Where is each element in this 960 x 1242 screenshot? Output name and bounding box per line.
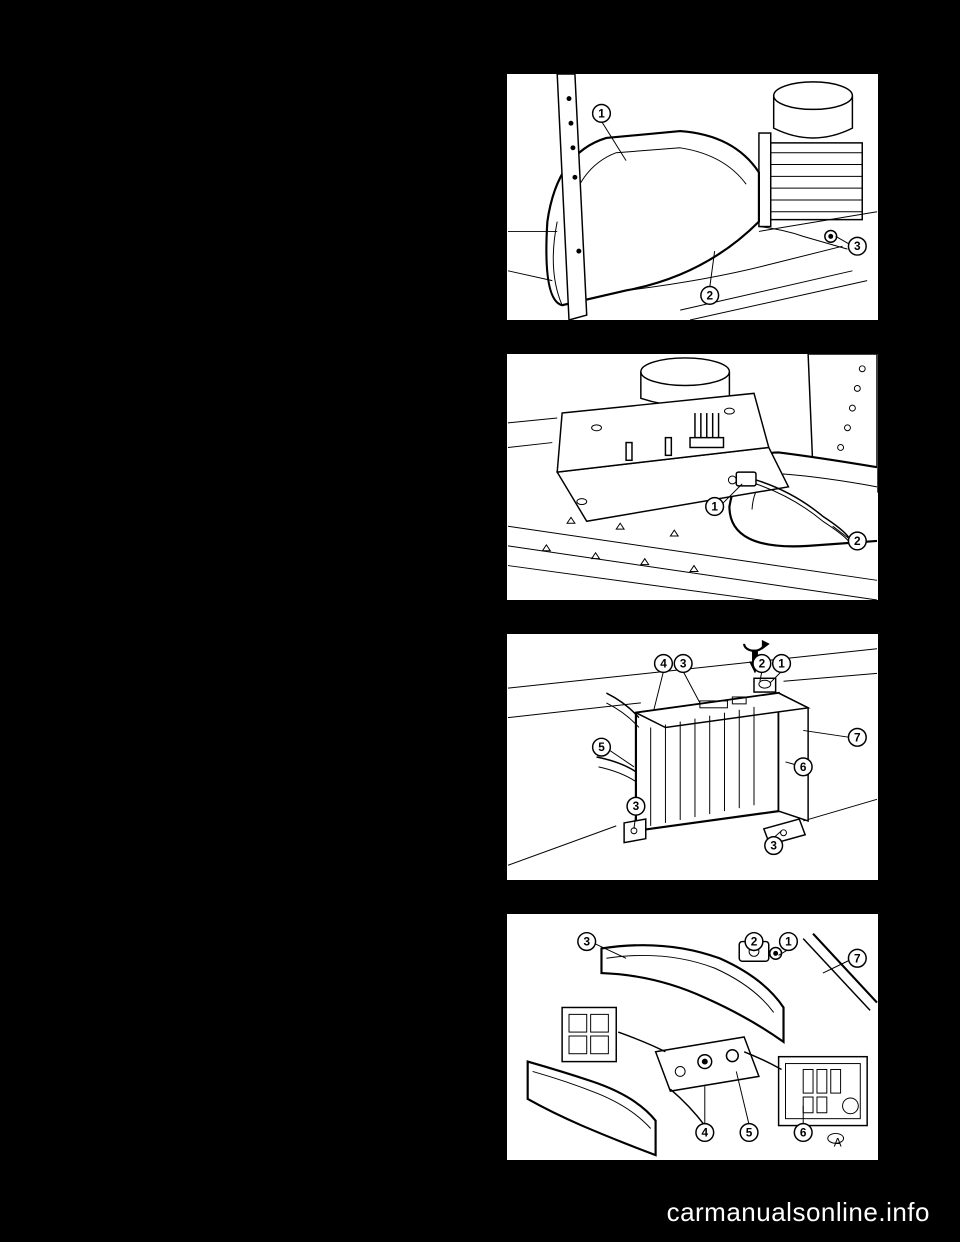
- svg-text:7: 7: [854, 730, 861, 744]
- callout-6: 6: [794, 1124, 812, 1142]
- svg-text:2: 2: [854, 534, 861, 548]
- callout-1: 1: [780, 933, 798, 951]
- callout-7: 7: [848, 728, 866, 746]
- svg-text:1: 1: [778, 657, 785, 671]
- svg-text:3: 3: [680, 657, 687, 671]
- svg-text:3: 3: [583, 935, 590, 949]
- svg-text:3: 3: [633, 799, 640, 813]
- callout-3: 3: [578, 933, 596, 951]
- callout-3: 3: [848, 237, 866, 255]
- callout-1: 1: [593, 105, 611, 123]
- callout-6: 6: [794, 758, 812, 776]
- callout-5: 5: [593, 738, 611, 756]
- svg-text:7: 7: [854, 951, 861, 965]
- svg-text:3: 3: [770, 839, 777, 853]
- svg-text:1: 1: [711, 500, 718, 514]
- watermark-text: carmanualsonline.info: [667, 1197, 930, 1228]
- callout-2: 2: [848, 532, 866, 550]
- svg-text:2: 2: [759, 657, 766, 671]
- figure-1-duct-area: 1 2 3: [505, 72, 880, 322]
- callout-1: 1: [773, 655, 791, 673]
- figure-3-module-box: 1 2 3 3 3 4 5 6 7: [505, 632, 880, 882]
- callout-3c: 3: [765, 837, 783, 855]
- svg-text:3: 3: [854, 239, 861, 253]
- callout-2: 2: [745, 933, 763, 951]
- svg-text:5: 5: [598, 740, 605, 754]
- callout-3b: 3: [627, 797, 645, 815]
- callout-4: 4: [655, 655, 673, 673]
- svg-text:5: 5: [746, 1125, 753, 1139]
- callout-4: 4: [696, 1124, 714, 1142]
- manual-page: 1 2 3: [0, 0, 960, 1242]
- callout-7: 7: [848, 949, 866, 967]
- svg-text:1: 1: [598, 106, 605, 120]
- callout-2: 2: [753, 655, 771, 673]
- svg-text:2: 2: [751, 935, 758, 949]
- svg-text:4: 4: [660, 657, 667, 671]
- svg-text:6: 6: [800, 760, 807, 774]
- figure-4-fuse-relay-area: A 1 2 3 4 5 6 7: [505, 912, 880, 1162]
- callout-3a: 3: [674, 655, 692, 673]
- figures-column: 1 2 3: [505, 72, 880, 1162]
- callout-1: 1: [706, 498, 724, 516]
- svg-text:2: 2: [706, 288, 713, 302]
- svg-text:1: 1: [785, 935, 792, 949]
- callout-2: 2: [701, 287, 719, 305]
- svg-text:4: 4: [702, 1125, 709, 1139]
- callout-5: 5: [740, 1124, 758, 1142]
- svg-text:6: 6: [800, 1125, 807, 1139]
- figure-2-floor-harness: 1 2: [505, 352, 880, 602]
